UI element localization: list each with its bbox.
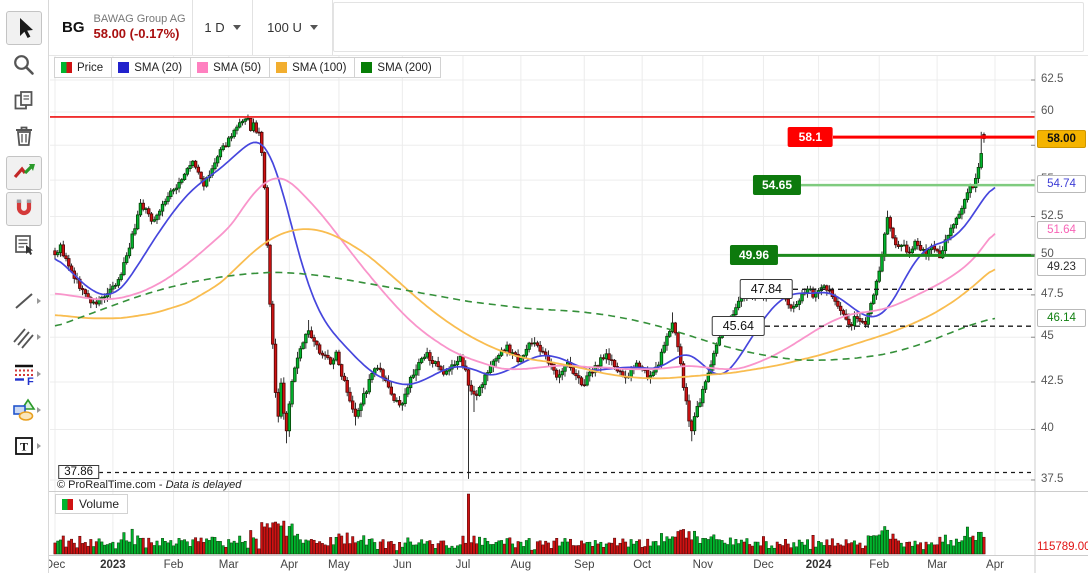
legend-swatch-icon [276,62,288,73]
tool-delete-button[interactable] [6,119,42,153]
symbol-ticker: BG [62,19,85,36]
tool-shapes-button[interactable] [6,393,42,427]
svg-text:F: F [27,376,34,387]
sma-line[interactable] [54,177,996,371]
submenu-arrow-icon [37,443,41,449]
header-toolbar-area [333,2,1084,52]
submenu-arrow-icon [37,371,41,377]
volume-legend-label: Volume [79,497,120,511]
delayed-data-notice: Data is delayed [165,479,242,491]
legend-swatch-icon [61,62,72,73]
timeframe-dropdown[interactable]: 1 D [193,0,253,55]
tool-cursor-button[interactable] [6,11,42,45]
tool-order-list-button[interactable] [6,228,42,262]
legend-item-sma-200[interactable]: SMA (200) [354,57,441,78]
trash-icon [16,126,32,146]
level-label-58.1[interactable]: 58.1 [787,127,833,148]
submenu-arrow-icon [37,407,41,413]
tool-magnet-button[interactable] [6,192,42,226]
level-label-47.84[interactable]: 47.84 [739,279,793,300]
chevron-down-icon [232,25,241,30]
svg-text:T: T [20,440,28,454]
cursor-arrow-icon [20,18,33,38]
text-tool-icon: T [15,437,33,455]
legend-swatch-icon [197,62,209,73]
level-label-45.64[interactable]: 45.64 [711,316,765,337]
sma-line[interactable] [54,271,996,362]
legend-label: SMA (100) [292,61,347,74]
level-label-49.96[interactable]: 49.96 [729,245,778,266]
legend-swatch-icon [118,62,130,73]
sma-line[interactable] [54,228,996,380]
submenu-arrow-icon [37,334,41,340]
copyright-text: © ProRealTime.com [57,479,156,491]
tool-zoom-button[interactable] [6,48,42,82]
units-value: 100 U [267,20,302,35]
volume-swatch-icon [62,498,73,510]
tool-prt-mode-button[interactable] [6,156,42,190]
tool-copy-button[interactable] [6,84,42,118]
units-dropdown[interactable]: 100 U [253,0,333,55]
last-quote: 58.00 (-0.17%) [93,26,180,42]
legend-item-sma-50[interactable]: SMA (50) [190,57,271,78]
indicator-legend: Price SMA (20) SMA (50) SMA (100) SMA (200) [54,57,441,78]
tool-fibonacci-button[interactable]: F [6,357,42,391]
tool-line-button[interactable] [6,284,42,318]
copy-icon [14,91,33,110]
parallel-lines-icon [13,328,34,349]
chart-header: BG BAWAG Group AG 58.00 (-0.17%) 1 D 100… [48,0,1088,56]
trendline-icon [15,293,33,309]
left-toolbar: F T [0,0,49,573]
shapes-icon [13,398,36,421]
level-label-54.65[interactable]: 54.65 [752,175,801,196]
timeframe-value: 1 D [204,20,225,35]
prt-zigzag-icon [13,164,35,179]
level-label-37.86[interactable]: 37.86 [58,465,99,480]
order-list-icon [15,235,33,255]
copyright-notice: © ProRealTime.com - Data is delayed [57,479,242,491]
chevron-down-icon [309,25,318,30]
legend-item-price[interactable]: Price [54,57,113,78]
legend-item-sma-100[interactable]: SMA (100) [269,57,356,78]
legend-item-sma-20[interactable]: SMA (20) [111,57,192,78]
magnet-icon [16,199,32,216]
volume-axis-value: 115789.00 [1037,541,1088,553]
legend-swatch-icon [361,62,373,73]
instrument-name: BAWAG Group AG [93,12,186,25]
tool-text-button[interactable]: T [6,429,42,463]
magnifier-icon [14,55,34,75]
tool-parallel-lines-button[interactable] [6,320,42,354]
legend-label: SMA (200) [377,61,432,74]
instrument-cell[interactable]: BG BAWAG Group AG 58.00 (-0.17%) [48,0,193,55]
legend-label: SMA (20) [134,61,183,74]
legend-label: Price [77,61,104,74]
volume-legend[interactable]: Volume [55,494,129,514]
legend-label: SMA (50) [213,61,262,74]
sma-line[interactable] [54,141,996,386]
fibonacci-icon: F [15,364,34,387]
submenu-arrow-icon [37,298,41,304]
price-chart-canvas[interactable] [48,0,1088,573]
